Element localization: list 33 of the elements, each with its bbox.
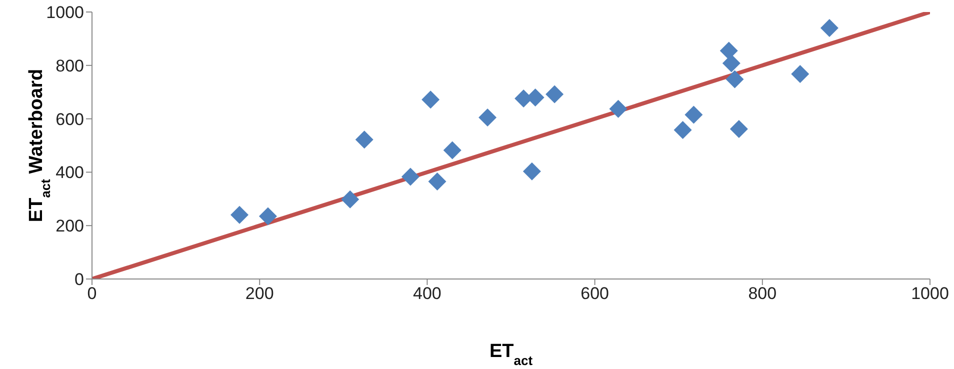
x-tick-label: 800 <box>748 284 777 304</box>
y-tick-label: 600 <box>56 110 84 129</box>
x-tick-label: 1000 <box>911 284 949 304</box>
point <box>258 207 277 226</box>
point <box>674 121 692 140</box>
point <box>478 108 497 126</box>
x-tick-label: 400 <box>413 284 442 304</box>
y-tick-label: 400 <box>56 163 84 182</box>
point <box>726 70 744 88</box>
point <box>730 120 748 138</box>
point <box>341 190 360 208</box>
y-tick-label: 0 <box>74 270 84 290</box>
point <box>720 42 738 60</box>
y-tick-label: 200 <box>56 216 84 236</box>
point <box>684 106 703 124</box>
point <box>522 162 541 180</box>
point <box>355 130 374 149</box>
point <box>546 85 564 104</box>
point <box>820 19 838 38</box>
y-tick-label: 800 <box>56 56 84 76</box>
point <box>401 168 420 186</box>
x-axis-title: ET$_{act}$ <box>489 341 534 368</box>
point <box>791 64 810 83</box>
x-tick-label: 600 <box>580 284 609 304</box>
x-tick-label: 200 <box>245 284 274 304</box>
y-tick-label: 1000 <box>46 3 84 22</box>
point <box>428 172 446 191</box>
point <box>422 90 440 109</box>
point <box>443 141 462 160</box>
point <box>230 206 248 224</box>
point <box>609 100 628 118</box>
x-tick-label: 0 <box>87 284 97 304</box>
point <box>722 54 740 72</box>
